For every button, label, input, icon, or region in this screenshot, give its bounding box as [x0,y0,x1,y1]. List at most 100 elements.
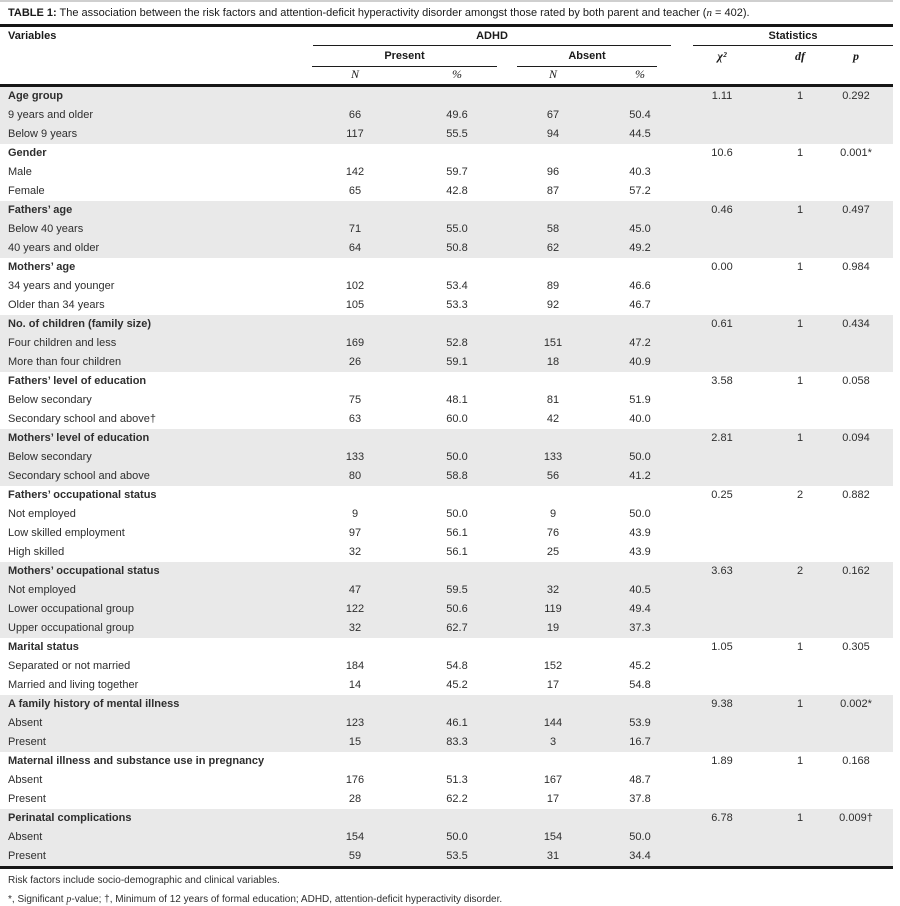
cell-variable: Married and living together [8,679,139,691]
footnote-symbols-p: p [66,894,72,905]
cell-df [761,828,839,847]
cell-present-pct [405,258,509,277]
cell-present-pct [405,429,509,448]
cell-present-n: 97 [348,527,362,539]
cell-p-value [839,448,893,467]
cell-absent-n [509,315,597,334]
cell-present-n [305,315,405,334]
cell-chi-square: 1.05 [711,641,733,653]
table-row: Lower occupational group 122 50.6 119 49.4 [0,600,893,619]
cell-absent-pct [597,87,683,106]
table-row: 40 years and older 64 50.8 62 49.2 [0,239,893,258]
column-header-adhd-label: ADHD [313,27,671,46]
cell-variable: Age group [8,90,63,102]
cell-present-pct [405,809,509,828]
cell-present-pct [405,144,509,163]
cell-present-pct: 56.1 [446,527,468,539]
cell-p-value: 0.001* [840,147,872,159]
cell-present-pct: 59.7 [446,166,468,178]
cell-variable: Mothers’ age [8,261,76,273]
table-bottom-rule [0,866,893,869]
cell-present-n [305,144,405,163]
cell-p-value: 0.984 [842,261,870,273]
cell-variable: Fathers’ occupational status [8,489,157,501]
cell-p-value [839,543,893,562]
cell-present-n [305,429,405,448]
cell-absent-n [509,695,597,714]
cell-p-value [839,505,893,524]
cell-df [761,505,839,524]
cell-chi-square [683,353,761,372]
table-row-group-header: Mothers’ age 0.00 1 0.984 [0,258,893,277]
cell-variable: Upper occupational group [8,622,134,634]
cell-absent-pct: 40.0 [629,413,651,425]
cell-absent-n [509,638,597,657]
cell-present-n: 176 [345,774,365,786]
column-header-present: Present [305,46,509,67]
cell-absent-pct: 40.3 [629,166,651,178]
cell-present-pct: 55.0 [446,223,468,235]
cell-variable: Absent [8,717,43,729]
cell-absent-n [509,372,597,391]
header-spacer [761,67,839,84]
cell-p-value: 0.434 [842,318,870,330]
cell-absent-n [509,809,597,828]
cell-absent-n: 76 [546,527,560,539]
cell-present-pct: 46.1 [446,717,468,729]
cell-df: 1 [796,755,804,767]
table-row: Absent 154 50.0 154 50.0 [0,828,893,847]
cell-absent-n: 67 [546,109,560,121]
header-row-1: Variables ADHD Statistics [0,27,893,46]
cell-variable: Marital status [8,641,79,653]
cell-df: 1 [796,261,804,273]
cell-absent-n [509,87,597,106]
cell-variable: Mothers’ occupational status [8,565,160,577]
table-row: Not employed 47 59.5 32 40.5 [0,581,893,600]
cell-p-value [839,163,893,182]
cell-variable: 40 years and older [8,242,100,254]
cell-chi-square [683,448,761,467]
cell-df: 1 [796,318,804,330]
cell-df: 1 [796,204,804,216]
cell-chi-square [683,410,761,429]
cell-variable: Fathers’ age [8,204,73,216]
cell-p-value [839,277,893,296]
cell-absent-pct [597,638,683,657]
header-bottom-rule [0,84,893,87]
cell-absent-pct: 16.7 [629,736,651,748]
cell-df [761,714,839,733]
cell-chi-square [683,714,761,733]
cell-present-pct: 83.3 [446,736,468,748]
cell-absent-pct [597,486,683,505]
cell-absent-pct [597,315,683,334]
cell-variable: More than four children [8,356,122,368]
cell-chi-square [683,467,761,486]
cell-absent-n: 89 [546,280,560,292]
cell-chi-square: 0.25 [711,489,733,501]
cell-absent-n: 94 [546,128,560,140]
header-row-2: Present Absent χ² df p [0,46,893,67]
cell-present-n: 169 [345,337,365,349]
cell-chi-square: 6.78 [711,812,733,824]
cell-variable: Gender [8,147,47,159]
cell-present-n: 133 [345,451,365,463]
cell-present-pct: 52.8 [446,337,468,349]
table-caption-suffix: = 402). [711,7,750,19]
cell-absent-pct: 34.4 [629,850,651,862]
cell-absent-pct [597,752,683,771]
cell-present-pct: 54.8 [446,660,468,672]
cell-present-n: 102 [345,280,365,292]
top-divider [0,0,893,2]
footnote-symbols-post: -value; †, Minimum of 12 years of formal… [71,894,503,905]
table-row: Absent 176 51.3 167 48.7 [0,771,893,790]
cell-absent-pct: 40.5 [629,584,651,596]
cell-df [761,125,839,144]
cell-present-pct: 62.2 [446,793,468,805]
cell-absent-pct [597,429,683,448]
cell-chi-square [683,543,761,562]
cell-present-n [305,258,405,277]
cell-p-value [839,220,893,239]
cell-df [761,410,839,429]
cell-p-value [839,353,893,372]
cell-present-n: 75 [348,394,362,406]
